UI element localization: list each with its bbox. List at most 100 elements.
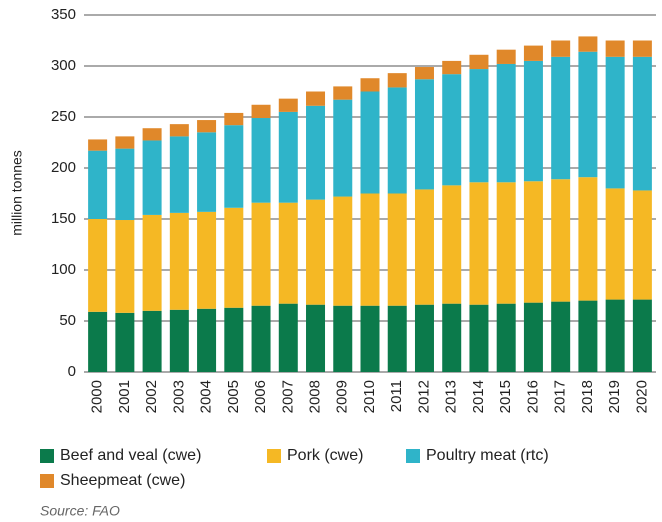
bar-segment <box>142 214 162 311</box>
x-tick-label: 2009 <box>334 380 351 413</box>
bar-segment <box>632 40 652 57</box>
bar-segment <box>469 69 489 183</box>
bar-segment <box>551 179 571 302</box>
bar-segment <box>197 308 217 372</box>
bar-segment <box>278 303 298 372</box>
bar-segment <box>414 304 434 372</box>
bar-segment <box>115 312 135 372</box>
x-tick-label: 2008 <box>306 380 323 413</box>
bar-segment <box>333 86 353 100</box>
bar-segment <box>360 91 380 194</box>
bar-segment <box>632 190 652 300</box>
x-tick-label: 2018 <box>579 380 596 413</box>
bar-segment <box>605 56 625 189</box>
bar-segment <box>142 310 162 372</box>
x-tick-label: 2015 <box>497 380 514 413</box>
x-tick-label: 2016 <box>524 380 541 413</box>
bar-segment <box>605 299 625 372</box>
legend-label: Pork (cwe) <box>287 447 363 464</box>
x-tick-label: 2017 <box>552 380 569 413</box>
bar-segment <box>278 111 298 203</box>
bar-segment <box>197 211 217 309</box>
bar-segment <box>496 49 516 64</box>
bar-segment <box>251 104 271 119</box>
bar-segment <box>442 60 462 75</box>
bar-segment <box>632 56 652 191</box>
bar-segment <box>306 199 326 305</box>
x-tick-label: 2000 <box>89 380 106 413</box>
x-tick-label: 2019 <box>606 380 623 413</box>
bar-segment <box>578 177 598 301</box>
bar-segment <box>414 79 434 190</box>
bar-segment <box>551 301 571 372</box>
y-axis-label: million tonnes <box>9 150 25 236</box>
bar-segment <box>224 112 244 126</box>
bar-segment <box>523 45 543 61</box>
bar-segment <box>578 300 598 372</box>
source: Source: FAO <box>40 503 120 519</box>
bar-segment <box>115 136 135 149</box>
legend-label: Sheepmeat (cwe) <box>60 472 185 489</box>
legend-label: Beef and veal (cwe) <box>60 447 201 464</box>
bar-segment <box>88 311 108 372</box>
bar-segment <box>442 303 462 372</box>
bar-segment <box>306 91 326 106</box>
bar-segment <box>469 182 489 305</box>
bar-segment <box>169 124 189 137</box>
bar-segment <box>551 40 571 57</box>
bar-segment <box>333 305 353 372</box>
y-tick-label: 250 <box>51 108 76 125</box>
x-tick-label: 2007 <box>279 380 296 413</box>
bar-segment <box>469 54 489 70</box>
bar-segment <box>387 73 407 88</box>
bar-segment <box>224 207 244 308</box>
x-tick-label: 2001 <box>116 380 133 413</box>
bar-segment <box>578 51 598 178</box>
bar-segment <box>496 63 516 183</box>
bar-segment <box>251 118 271 203</box>
bar-segment <box>115 220 135 313</box>
bar-segment <box>251 305 271 372</box>
legend-label: Poultry meat (rtc) <box>426 447 549 464</box>
bar-segment <box>496 182 516 304</box>
bar-segment <box>496 303 516 372</box>
legend-swatch <box>40 449 54 463</box>
y-tick-label: 0 <box>68 363 76 380</box>
x-tick-label: 2004 <box>198 380 215 413</box>
bar-segment <box>414 189 434 305</box>
x-tick-label: 2006 <box>252 380 269 413</box>
x-tick-label: 2002 <box>143 380 160 413</box>
bar-segment <box>387 305 407 372</box>
bar-segment <box>442 74 462 186</box>
x-tick-label: 2013 <box>443 380 460 413</box>
bar-segment <box>278 202 298 304</box>
y-tick-label: 100 <box>51 261 76 278</box>
x-tick-label: 2020 <box>633 380 650 413</box>
bar-segment <box>333 99 353 197</box>
bar-segment <box>360 78 380 92</box>
bar-segment <box>523 60 543 182</box>
x-tick-label: 2012 <box>415 380 432 413</box>
x-tick-label: 2010 <box>361 380 378 413</box>
bar-segment <box>414 67 434 80</box>
y-tick-label: 300 <box>51 57 76 74</box>
bar-segment <box>224 307 244 372</box>
bar-segment <box>387 193 407 306</box>
bar-segment <box>251 202 271 306</box>
bar-segment <box>88 139 108 151</box>
bar-segment <box>169 212 189 310</box>
bar-segment <box>469 304 489 372</box>
y-tick-label: 150 <box>51 210 76 227</box>
x-tick-label: 2005 <box>225 380 242 413</box>
bar-segment <box>88 219 108 312</box>
bar-segment <box>169 136 189 213</box>
bar-segment <box>333 196 353 306</box>
bar-segment <box>605 40 625 57</box>
legend-swatch <box>40 474 54 488</box>
bar-segment <box>523 181 543 303</box>
bar-segment <box>605 188 625 300</box>
bar-segment <box>115 148 135 221</box>
bar-segment <box>306 304 326 372</box>
bar-segment <box>360 193 380 306</box>
